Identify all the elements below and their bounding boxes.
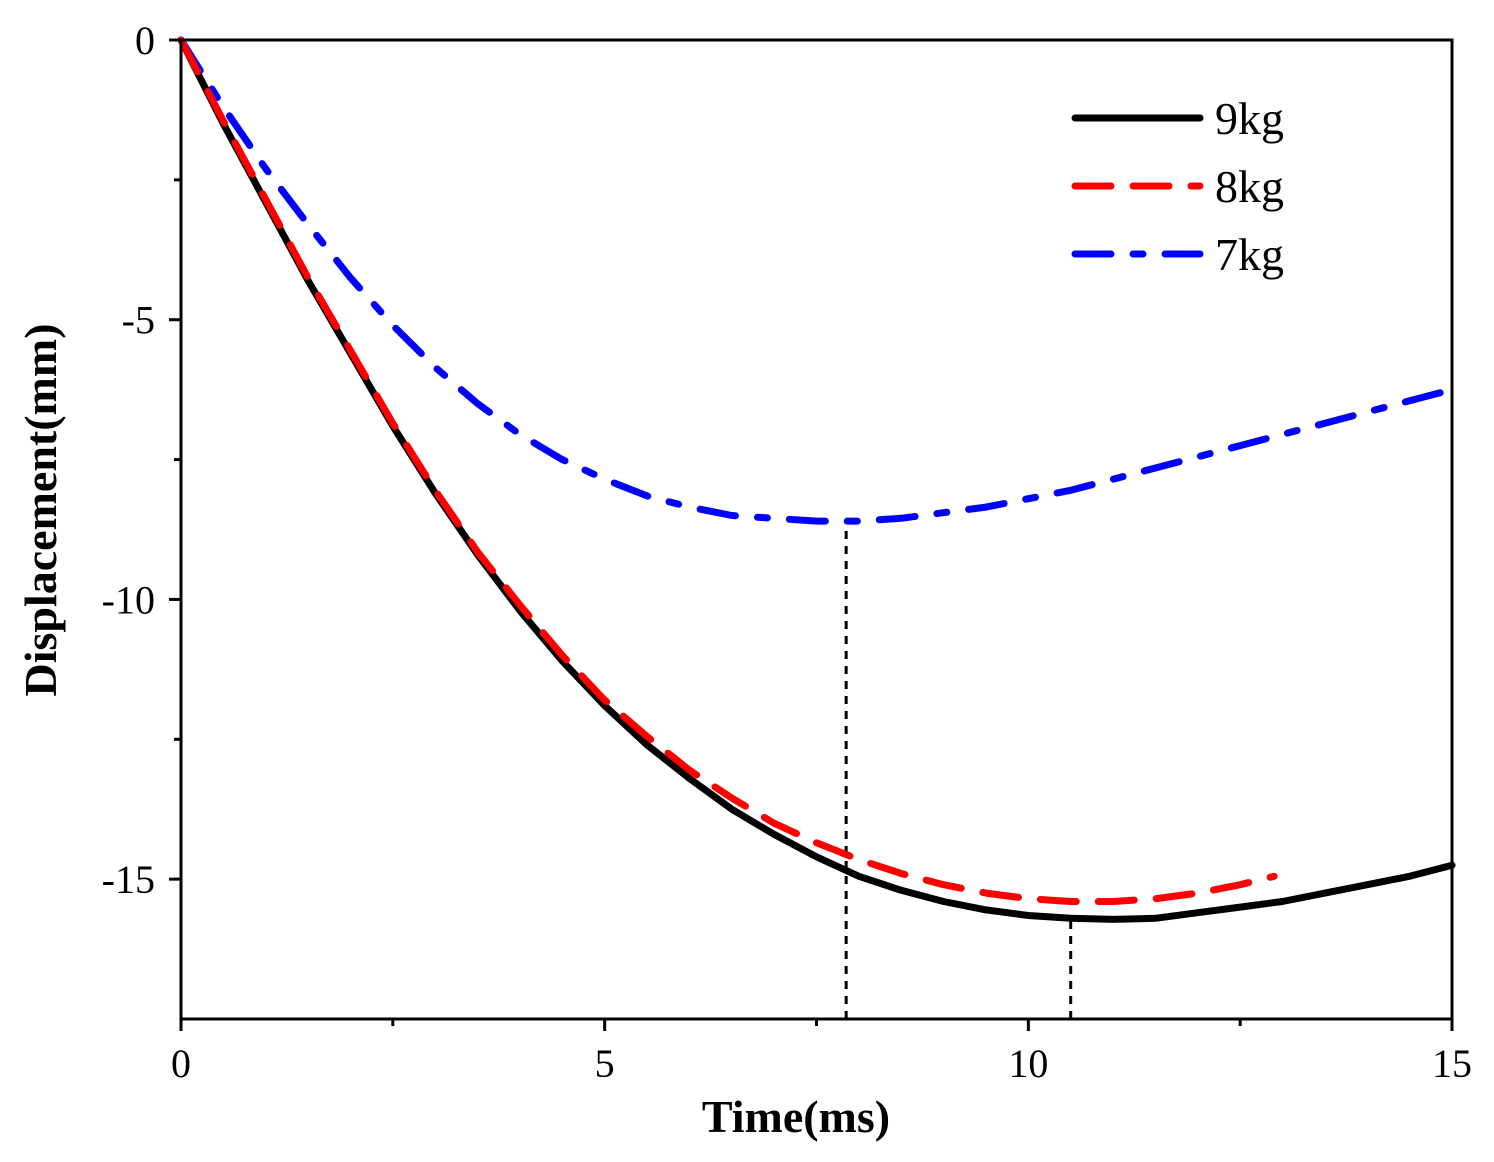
x-tick-label: 5 — [595, 1041, 615, 1086]
legend: 9kg 8kg 7kg — [1071, 93, 1284, 280]
reference-lines — [844, 521, 1073, 1019]
legend-label-8kg: 8kg — [1215, 161, 1284, 212]
x-tick-label: 10 — [1008, 1041, 1048, 1086]
y-tick-label: -5 — [122, 298, 155, 343]
x-axis-title: Time(ms) — [702, 1091, 890, 1142]
x-tick-label: 0 — [171, 1041, 191, 1086]
y-axis-title: Displacement(mm) — [15, 323, 66, 696]
y-tick-label: -10 — [102, 577, 155, 622]
x-tick-label: 15 — [1432, 1041, 1472, 1086]
legend-label-9kg: 9kg — [1215, 93, 1284, 144]
y-tick-label: 0 — [135, 18, 155, 63]
y-tick-label: -15 — [102, 857, 155, 902]
legend-label-7kg: 7kg — [1215, 229, 1284, 280]
axis-ticks: 0 5 10 15 0 -5 -10 -15 — [102, 18, 1472, 1086]
series-line-7kg — [177, 36, 1456, 525]
series-line-8kg — [177, 36, 1278, 905]
series-lines — [177, 36, 1456, 923]
